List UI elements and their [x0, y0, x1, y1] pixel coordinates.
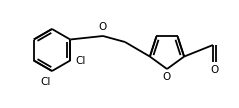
Text: O: O [211, 65, 219, 75]
Text: O: O [163, 72, 171, 82]
Text: Cl: Cl [75, 56, 86, 67]
Text: O: O [99, 22, 107, 32]
Text: Cl: Cl [41, 77, 51, 87]
